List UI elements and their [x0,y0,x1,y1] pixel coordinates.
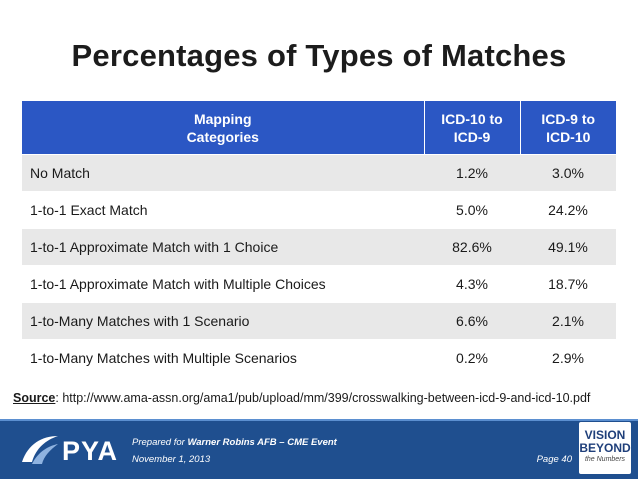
table-row: 1-to-Many Matches with Multiple Scenario… [22,339,616,376]
slide-title: Percentages of Types of Matches [71,38,567,73]
table-row: 1-to-1 Approximate Match with 1 Choice 8… [22,228,616,266]
source-citation: Source: http://www.ama-assn.org/ama1/pub… [13,391,590,405]
pya-logo-icon [22,436,58,464]
footer-divider [0,419,638,421]
category-cell: 1-to-Many Matches with Multiple Scenario… [22,339,424,376]
category-cell: 1-to-Many Matches with 1 Scenario [22,302,424,340]
icd9-to-icd10-cell: 3.0% [520,154,616,192]
category-cell: 1-to-1 Exact Match [22,191,424,229]
source-label: Source [13,391,56,405]
source-url[interactable]: : http://www.ama-assn.org/ama1/pub/uploa… [55,391,591,405]
prepared-prefix: Prepared for [132,437,188,448]
category-cell: 1-to-1 Approximate Match with Multiple C… [22,265,424,303]
table-header-row: Mapping Categories ICD-10 to ICD-9 ICD-9… [22,101,616,155]
presentation-date: November 1, 2013 [132,454,211,465]
badge-line-1: VISION [584,428,626,442]
badge-line-3: the Numbers [584,456,626,463]
category-cell: No Match [22,154,424,192]
prepared-for-text: Prepared for Warner Robins AFB – CME Eve… [132,437,337,448]
header-icd10-to-icd9: ICD-10 to ICD-9 [424,101,521,155]
matches-table: Mapping Categories ICD-10 to ICD-9 ICD-9… [22,101,616,376]
icd10-to-icd9-cell: 82.6% [424,228,520,266]
icd9-to-icd10-cell: 2.9% [520,339,616,376]
page-number: Page 40 [536,454,572,465]
header-mapping-categories: Mapping Categories [22,101,425,155]
icd9-to-icd10-cell: 18.7% [520,265,616,303]
category-cell: 1-to-1 Approximate Match with 1 Choice [22,228,424,266]
badge-line-2: BEYOND [579,441,631,455]
icd10-to-icd9-cell: 0.2% [424,339,520,376]
table-row: 1-to-1 Approximate Match with Multiple C… [22,265,616,303]
table-row: No Match 1.2% 3.0% [22,154,616,192]
icd10-to-icd9-cell: 1.2% [424,154,520,192]
header-icd9-to-icd10: ICD-9 to ICD-10 [520,101,616,155]
icd9-to-icd10-cell: 24.2% [520,191,616,229]
vision-beyond-numbers-logo: VISION BEYOND the Numbers [579,422,631,474]
icd9-to-icd10-cell: 49.1% [520,228,616,266]
icd10-to-icd9-cell: 5.0% [424,191,520,229]
icd10-to-icd9-cell: 4.3% [424,265,520,303]
icd10-to-icd9-cell: 6.6% [424,302,520,340]
table-row: 1-to-Many Matches with 1 Scenario 6.6% 2… [22,302,616,340]
footer-bar [0,419,638,479]
pya-logo-text: PYA [62,436,119,466]
icd9-to-icd10-cell: 2.1% [520,302,616,340]
table-row: 1-to-1 Exact Match 5.0% 24.2% [22,191,616,229]
event-name: Warner Robins AFB – CME Event [187,437,337,448]
